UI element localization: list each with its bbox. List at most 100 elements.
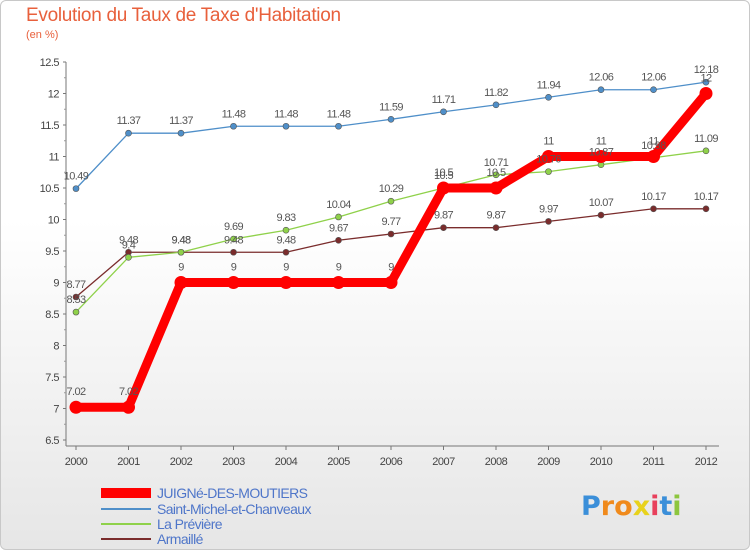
series-layer: [69, 78, 713, 414]
x-tick-label: 2003: [222, 456, 245, 468]
data-point: [440, 224, 447, 231]
data-label: 11.37: [117, 115, 141, 127]
x-tick-label: 2011: [643, 456, 665, 468]
data-point: [384, 276, 398, 289]
data-label: 11.48: [274, 108, 298, 120]
x-tick-label: 2007: [432, 456, 455, 468]
series-line: [75, 81, 707, 190]
data-point: [650, 86, 657, 94]
data-label: 9.67: [329, 222, 348, 234]
data-point: [440, 108, 447, 116]
x-tick-label: 2000: [65, 456, 88, 468]
y-tick-label: 12: [48, 89, 60, 101]
y-tick-label: 8: [53, 341, 59, 353]
data-label: 9: [283, 262, 289, 274]
x-tick-label: 2001: [117, 456, 140, 468]
data-point: [335, 122, 342, 130]
data-label: 12.06: [589, 72, 614, 84]
data-label: 12: [700, 73, 712, 85]
data-label: 11: [596, 136, 607, 148]
legend-swatch: [101, 523, 151, 525]
data-label: 10.71: [484, 157, 509, 169]
data-label: 11: [543, 136, 554, 148]
data-labels-layer: 7.02 7.02 9 9 9 9 9 10.5 10.5 11 11 11 12 10.49 11.37 1…: [64, 64, 720, 398]
x-tick-label: 2009: [537, 456, 560, 468]
logo-letter: x: [632, 491, 651, 522]
data-point: [125, 253, 132, 261]
data-label: 9: [388, 262, 394, 274]
data-point: [230, 122, 237, 130]
data-point: [387, 116, 395, 123]
data-point: [387, 230, 395, 238]
data-point: [699, 87, 713, 100]
data-label: 9.4: [122, 239, 136, 251]
data-point: [597, 211, 605, 219]
legend-label: JUIGNé-DES-MOUTIERS: [157, 485, 308, 501]
data-label: 9.97: [539, 203, 558, 215]
logo-letter: i: [650, 491, 660, 522]
data-label: 9.77: [381, 216, 400, 228]
y-tick-label: 10: [48, 215, 60, 227]
logo-letter: o: [614, 491, 633, 522]
data-point: [72, 293, 80, 301]
data-point: [174, 276, 188, 289]
data-point: [177, 248, 185, 256]
data-point: [332, 276, 345, 289]
x-tick-label: 2010: [590, 456, 613, 468]
data-point: [282, 226, 290, 234]
data-label: 11: [648, 136, 659, 148]
legend-label: Saint-Michel-et-Chanveaux: [157, 501, 311, 517]
data-point: [282, 122, 290, 130]
data-label: 12.06: [641, 72, 666, 84]
y-tick-label: 9: [53, 278, 59, 290]
data-label: 9: [231, 262, 237, 274]
data-label: 9.87: [434, 210, 453, 222]
data-point: [545, 93, 552, 101]
data-label: 10.17: [641, 191, 666, 203]
proxiti-logo: Proxiti: [581, 491, 682, 522]
data-label: 9.48: [171, 234, 190, 246]
data-point: [122, 400, 135, 414]
data-point: [69, 400, 83, 414]
data-label: 7.02: [66, 386, 85, 398]
data-label: 10.76: [536, 154, 561, 166]
data-point: [545, 168, 552, 175]
data-point: [282, 248, 290, 256]
y-tick-label: 11: [49, 152, 60, 164]
chart-subtitle: (en %): [26, 29, 59, 41]
y-tick-label: 10.5: [40, 183, 60, 195]
data-point: [492, 171, 500, 179]
data-point: [545, 218, 552, 225]
data-label: 9.87: [486, 210, 505, 222]
data-point: [335, 236, 342, 244]
data-point: [650, 205, 657, 213]
data-label: 9: [336, 262, 342, 274]
data-point: [72, 185, 80, 192]
y-tick-label: 11.5: [40, 120, 59, 132]
x-tick-label: 2008: [485, 456, 508, 468]
data-label: 10.98: [641, 140, 666, 152]
legend-swatch: [101, 488, 151, 498]
data-label: 12.18: [694, 64, 719, 76]
series-line: [71, 89, 711, 412]
data-label: 10.5: [434, 170, 453, 182]
data-label: 7.02: [119, 386, 138, 398]
x-tick-label: 2005: [327, 456, 350, 468]
legend-label: Armaillé: [157, 531, 203, 547]
data-label: 11.82: [484, 87, 508, 99]
data-label: 11.09: [694, 133, 718, 145]
data-point: [702, 78, 710, 86]
data-point: [335, 213, 342, 221]
x-tick-label: 2012: [695, 456, 718, 468]
data-point: [230, 235, 237, 243]
data-point: [279, 276, 293, 289]
logo-letter: t: [659, 491, 673, 522]
data-label: 11.71: [432, 94, 456, 106]
y-tick-label: 8.5: [45, 309, 59, 321]
data-label: 11.94: [537, 79, 561, 91]
data-point: [594, 150, 608, 163]
data-label: 8.77: [66, 279, 85, 291]
data-label: 11.48: [327, 108, 351, 120]
chart-title: Evolution du Taux de Taxe d'Habitation: [26, 5, 341, 26]
